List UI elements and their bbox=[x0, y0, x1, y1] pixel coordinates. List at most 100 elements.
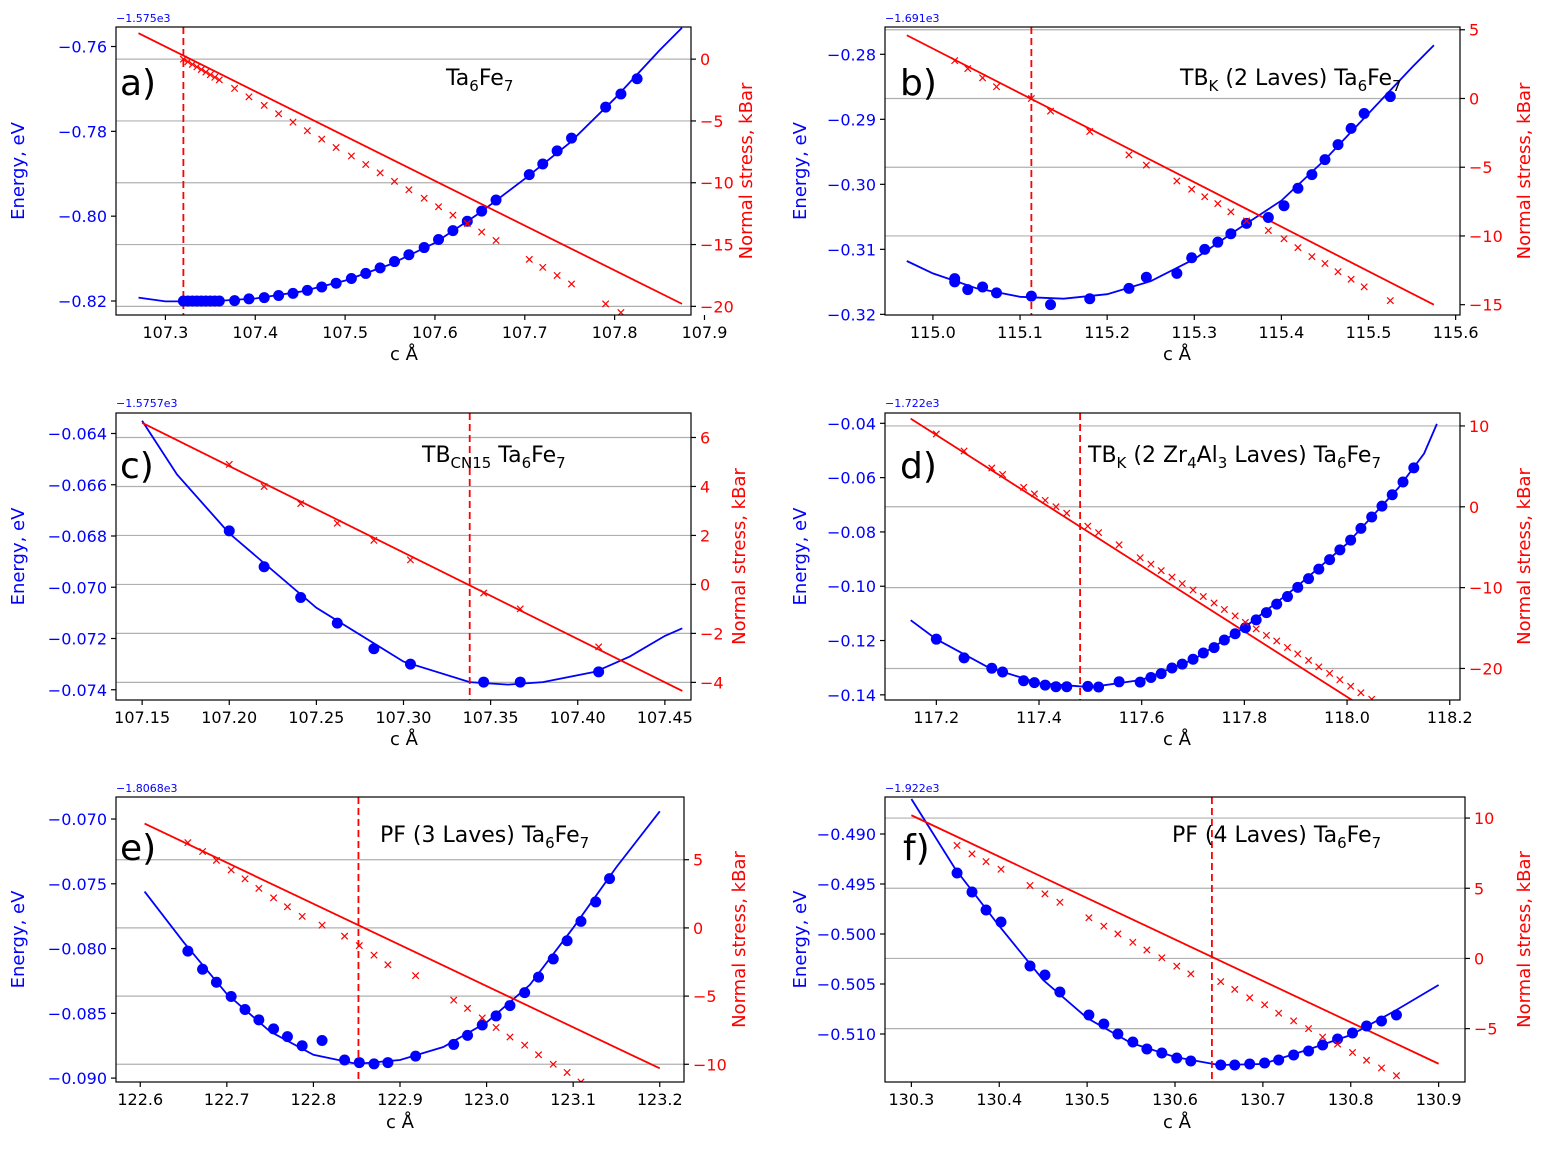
x-tick-label: 115.5 bbox=[1346, 323, 1392, 342]
stress-point bbox=[1199, 592, 1207, 601]
stress-point bbox=[318, 921, 326, 929]
panel-title: PF (4 Laves) Ta6Fe7 bbox=[1172, 823, 1381, 852]
energy-point bbox=[1306, 169, 1318, 181]
energy-point bbox=[1187, 653, 1199, 665]
stress-point bbox=[1142, 161, 1150, 169]
stress-point bbox=[198, 847, 207, 856]
x-axis-label: c Å bbox=[386, 1111, 415, 1133]
stress-fit-line bbox=[906, 34, 1435, 306]
panel-label: b) bbox=[900, 63, 937, 104]
stress-point bbox=[1210, 599, 1218, 607]
energy-point bbox=[223, 525, 235, 537]
energy-point bbox=[1292, 581, 1304, 593]
energy-point bbox=[368, 643, 380, 655]
energy-point bbox=[519, 987, 531, 999]
stress-point bbox=[376, 169, 384, 177]
stress-point bbox=[362, 160, 370, 169]
energy-point bbox=[575, 915, 587, 927]
energy-point bbox=[949, 276, 961, 288]
y-tick-label: −0.064 bbox=[48, 425, 107, 444]
stress-point bbox=[241, 875, 249, 883]
stress-point bbox=[347, 152, 356, 160]
x-tick-label: 115.2 bbox=[1084, 323, 1130, 342]
stress-point bbox=[492, 236, 500, 245]
stress-point bbox=[255, 884, 263, 892]
stress-point bbox=[1052, 503, 1060, 511]
stress-point bbox=[225, 460, 233, 469]
y-offset-label: −1.722e3 bbox=[885, 397, 939, 410]
energy-point bbox=[631, 73, 643, 85]
energy-point bbox=[1332, 139, 1344, 151]
x-tick-label: 117.4 bbox=[1016, 708, 1062, 727]
stress-point bbox=[1389, 708, 1395, 714]
x-tick-label: 107.40 bbox=[550, 708, 606, 727]
stress-point bbox=[1379, 702, 1385, 708]
stress-point bbox=[992, 83, 1001, 91]
y-offset-label: −1.5757e3 bbox=[116, 397, 177, 410]
energy-point bbox=[210, 976, 222, 988]
y2-tick-label: 5 bbox=[1469, 21, 1479, 40]
y2-tick-label: −10 bbox=[1469, 227, 1503, 246]
energy-point bbox=[403, 249, 415, 261]
stress-point bbox=[370, 536, 378, 544]
y2-tick-label: −10 bbox=[1469, 579, 1503, 598]
stress-point bbox=[1400, 715, 1406, 721]
stress-point bbox=[1125, 151, 1133, 159]
x-tick-label: 115.1 bbox=[997, 323, 1043, 342]
y2-tick-label: 0 bbox=[1469, 89, 1479, 108]
energy-point bbox=[951, 867, 963, 879]
x-tick-label: 122.7 bbox=[204, 1090, 250, 1109]
energy-point bbox=[1093, 681, 1105, 693]
stress-point bbox=[390, 177, 399, 186]
stress-fit-line bbox=[910, 814, 1440, 1065]
stress-point bbox=[1056, 898, 1064, 906]
stress-point bbox=[1264, 226, 1272, 235]
energy-point bbox=[537, 158, 549, 170]
y-tick-label: −0.066 bbox=[48, 476, 107, 495]
energy-point bbox=[1303, 573, 1315, 585]
y2-tick-label: −5 bbox=[700, 112, 724, 131]
energy-point bbox=[1039, 679, 1051, 691]
stress-point bbox=[463, 1004, 472, 1012]
energy-point bbox=[1050, 681, 1062, 693]
energy-point bbox=[1262, 211, 1274, 223]
energy-point bbox=[1185, 1055, 1197, 1067]
energy-point bbox=[1355, 522, 1367, 534]
stress-point bbox=[1143, 946, 1151, 954]
energy-point bbox=[1347, 1027, 1359, 1039]
y-tick-label: −0.068 bbox=[48, 527, 107, 546]
energy-point bbox=[1376, 500, 1388, 512]
stress-point bbox=[303, 127, 311, 135]
x-tick-label: 123.1 bbox=[550, 1090, 596, 1109]
stress-point bbox=[1158, 954, 1166, 962]
energy-point bbox=[273, 289, 285, 301]
x-axis-label: c Å bbox=[1163, 343, 1192, 365]
stress-point bbox=[492, 1023, 500, 1032]
energy-point bbox=[997, 666, 1009, 678]
axes-frame bbox=[884, 412, 1461, 701]
energy-fit-line bbox=[138, 27, 683, 303]
energy-point bbox=[1145, 671, 1157, 683]
y-tick-label: −0.490 bbox=[817, 825, 876, 844]
y-tick-label: −0.080 bbox=[48, 940, 107, 959]
stress-point bbox=[260, 482, 268, 491]
axes-frame bbox=[115, 412, 692, 701]
energy-point bbox=[1123, 282, 1135, 294]
stress-point bbox=[184, 58, 192, 66]
y-offset-label: −1.691e3 bbox=[885, 12, 939, 25]
stress-point bbox=[1362, 1056, 1371, 1064]
energy-point bbox=[404, 658, 416, 670]
y-tick-label: −0.04 bbox=[827, 414, 876, 433]
x-tick-label: 107.20 bbox=[201, 708, 257, 727]
stress-point bbox=[206, 71, 214, 79]
stress-point bbox=[951, 57, 959, 65]
stress-point bbox=[1084, 522, 1092, 530]
stress-point bbox=[355, 942, 363, 950]
energy-point bbox=[268, 1023, 280, 1035]
stress-point bbox=[1188, 185, 1196, 193]
energy-point bbox=[182, 945, 194, 957]
energy-point bbox=[1156, 1047, 1168, 1059]
energy-point bbox=[1282, 591, 1293, 603]
energy-point bbox=[1244, 1058, 1256, 1070]
